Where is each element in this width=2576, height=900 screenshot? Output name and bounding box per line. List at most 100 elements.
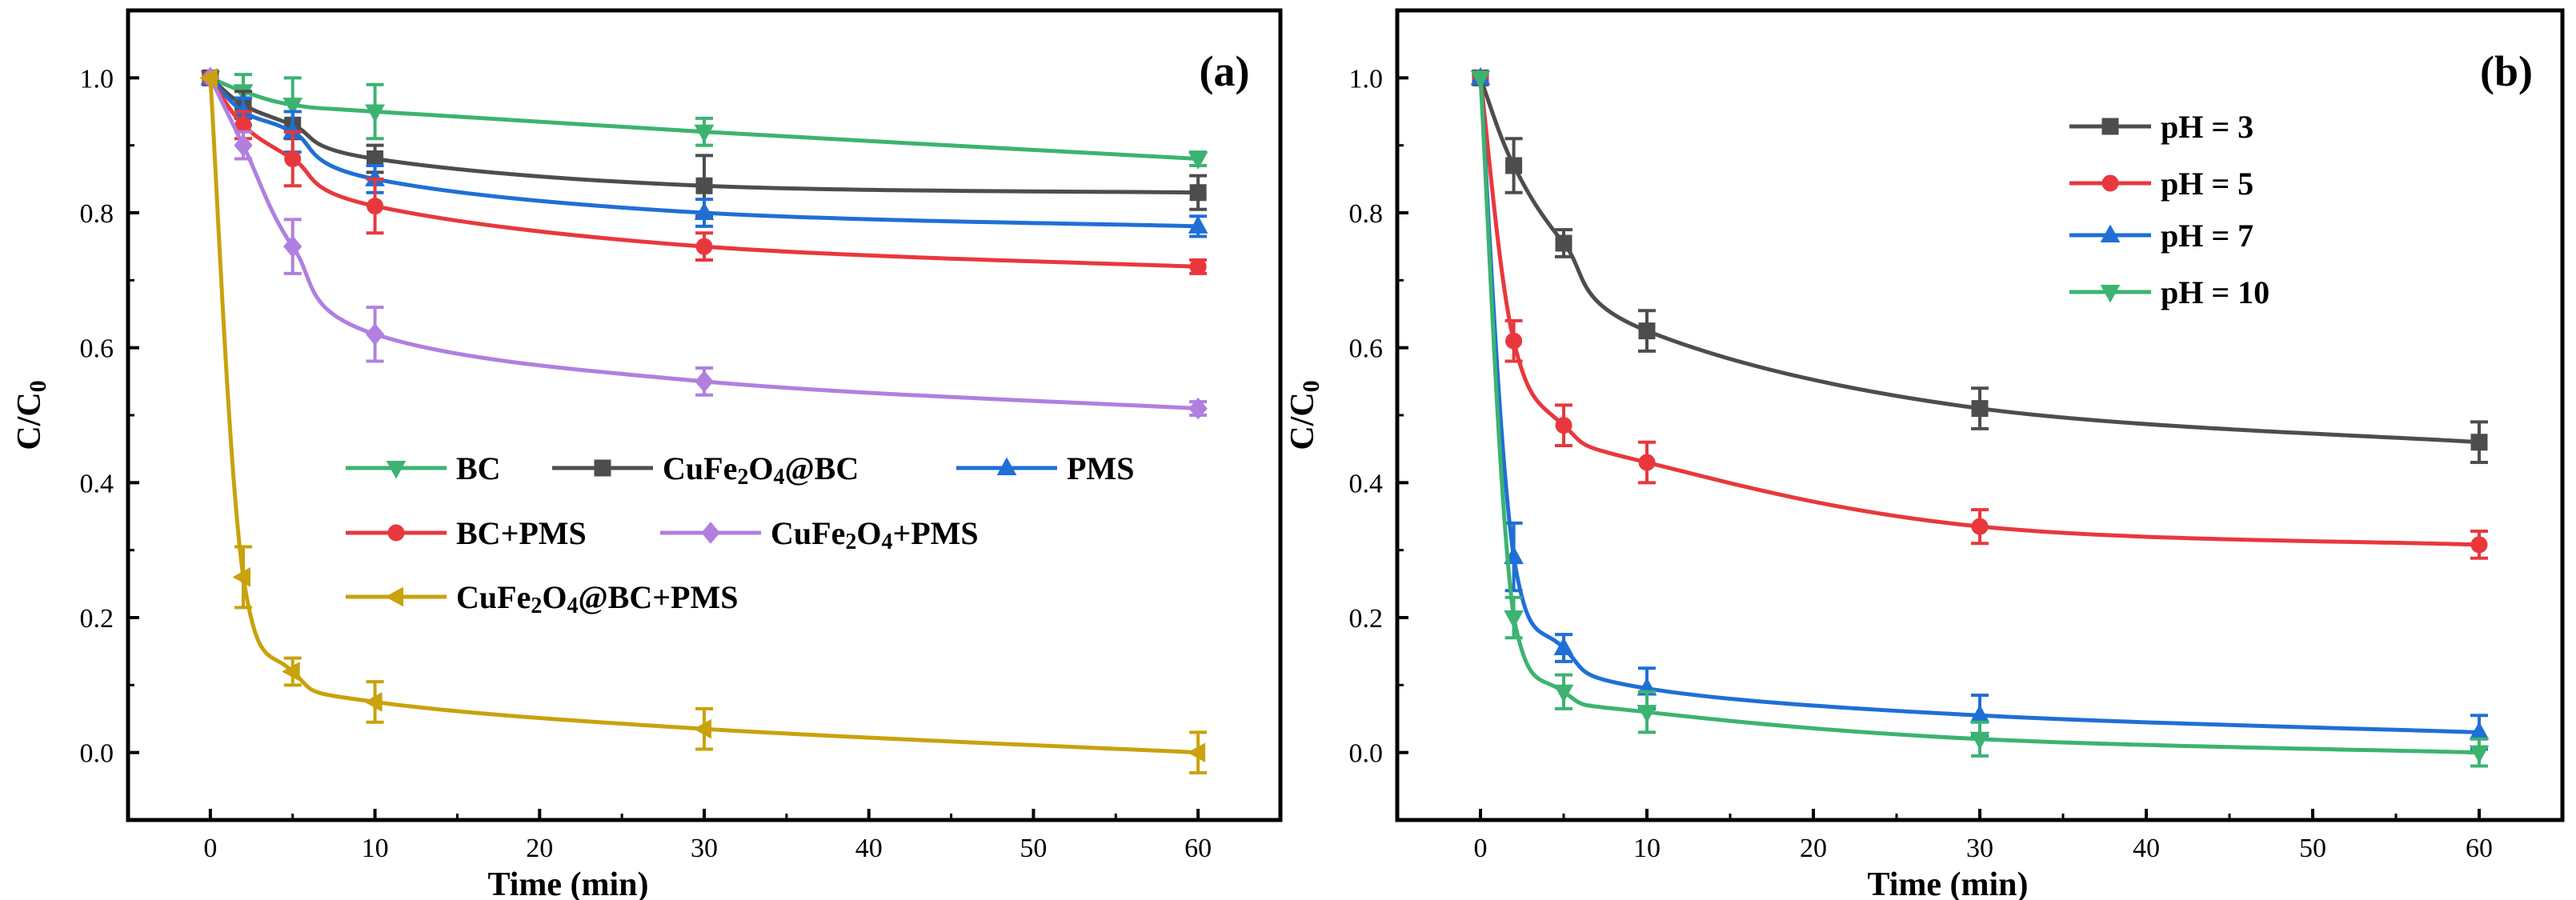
legend-label-part: @BC xyxy=(784,450,859,486)
legend-label-part: O xyxy=(542,579,567,615)
data-point xyxy=(1553,637,1574,655)
data-point xyxy=(1187,742,1206,763)
legend-label-part: pH = 5 xyxy=(2161,166,2253,202)
data-point xyxy=(1638,322,1656,340)
data-point xyxy=(1505,332,1523,350)
legend-label: pH = 10 xyxy=(2161,274,2270,310)
legend-entry: CuFe2O4@BC xyxy=(552,450,859,490)
legend-label: pH = 5 xyxy=(2161,166,2253,202)
legend-label: CuFe2O4+PMS xyxy=(771,515,979,554)
legend-label-part: 4 xyxy=(567,594,578,618)
series-line xyxy=(209,76,1199,229)
series-line xyxy=(1478,78,2480,755)
legend-entry: BC xyxy=(346,450,501,486)
data-point xyxy=(282,662,300,682)
y-axis-title-main: C/C xyxy=(1284,392,1321,450)
data-point xyxy=(283,235,302,258)
data-point xyxy=(1504,610,1524,629)
y-tick-label: 1.0 xyxy=(80,64,114,94)
legend-label-part: 4 xyxy=(773,465,784,490)
data-point xyxy=(1188,215,1208,234)
data-point xyxy=(693,718,711,739)
x-tick-label: 30 xyxy=(691,834,718,863)
x-tick-label: 30 xyxy=(1966,834,1993,863)
panel-label: (b) xyxy=(2480,47,2533,95)
legend-label-part: @BC+PMS xyxy=(578,579,738,615)
data-point xyxy=(365,323,385,346)
x-tick-label: 60 xyxy=(2466,834,2493,863)
series-pms xyxy=(200,66,1208,238)
legend-label-part: CuFe xyxy=(456,579,531,615)
data-point xyxy=(1188,151,1208,170)
x-tick-label: 50 xyxy=(2299,834,2326,863)
legend-label-part: 4 xyxy=(881,530,892,554)
panel-b-ph-effect: 0 10 20 30 40 50 60 0.0 0.2 0.4 0.6 0.8 1.0 Time (min… xyxy=(1284,8,2565,900)
data-point xyxy=(284,150,302,168)
data-point xyxy=(1470,70,1491,89)
series-line xyxy=(208,77,1199,411)
series-line xyxy=(209,76,1199,195)
x-tick-label: 60 xyxy=(1184,834,1212,863)
legend-label: pH = 7 xyxy=(2161,218,2253,254)
legend-label-part: BC xyxy=(456,450,501,486)
legend-label: PMS xyxy=(1067,450,1134,486)
data-point xyxy=(2470,434,2488,451)
series-line xyxy=(208,76,1199,269)
legend-marker xyxy=(2101,118,2119,135)
data-point xyxy=(694,124,715,143)
series-cufe2o4-bc-pms xyxy=(199,67,1208,774)
legend-label-part: O xyxy=(856,515,881,551)
series-line xyxy=(209,76,1199,162)
legend-label-part: pH = 10 xyxy=(2161,274,2270,310)
x-tick-label: 20 xyxy=(526,834,553,863)
y-tick-label: 0.8 xyxy=(80,199,114,229)
y-tick-label: 0.4 xyxy=(80,469,114,498)
y-tick-label: 0.4 xyxy=(1349,469,1384,498)
y-tick-label: 0.2 xyxy=(1349,604,1384,634)
data-point xyxy=(695,238,713,255)
data-point xyxy=(1505,157,1523,174)
data-point xyxy=(234,134,253,157)
legend-label-part: BC+PMS xyxy=(456,515,587,551)
data-point xyxy=(1971,518,1989,535)
y-tick-label: 0.2 xyxy=(80,604,114,634)
data-point xyxy=(367,198,384,215)
data-point xyxy=(695,370,714,393)
legend-label-part: 2 xyxy=(845,530,856,554)
x-axis-title: Time (min) xyxy=(1867,866,2028,900)
y-tick-label: 1.0 xyxy=(1349,64,1384,94)
data-point xyxy=(695,177,713,194)
data-point xyxy=(694,202,715,220)
legend-label-part: pH = 3 xyxy=(2161,109,2253,145)
legend-entry: CuFe2O4@BC+PMS xyxy=(346,579,738,618)
x-axis-title: Time (min) xyxy=(487,866,648,900)
panel-label: (a) xyxy=(1200,47,1250,95)
data-point xyxy=(1638,454,1656,471)
data-point xyxy=(1555,234,1572,252)
x-tick-label: 10 xyxy=(362,834,389,863)
data-point xyxy=(1969,731,1990,750)
legend-label-part: CuFe xyxy=(771,515,845,551)
data-point xyxy=(1971,400,1989,418)
data-point xyxy=(2469,745,2490,764)
y-axis-title: C/C0 xyxy=(1284,380,1324,450)
series-line xyxy=(208,78,1199,755)
series-line xyxy=(1478,77,2480,445)
legend-label: CuFe2O4@BC xyxy=(663,450,859,490)
x-tick-label: 40 xyxy=(2133,834,2160,863)
legend-label-part: O xyxy=(748,450,773,486)
legend-label-part: pH = 7 xyxy=(2161,218,2253,254)
data-point xyxy=(232,567,250,587)
legend-label-part: PMS xyxy=(1067,450,1134,486)
y-tick-label: 0.8 xyxy=(1349,199,1384,229)
series-ph-10 xyxy=(1470,70,2490,768)
x-tick-label: 50 xyxy=(1020,834,1047,863)
data-point xyxy=(282,98,303,116)
series-line xyxy=(1478,78,2480,734)
series-ph-3 xyxy=(1472,69,2488,465)
y-tick-label: 0.0 xyxy=(1349,739,1384,769)
legend-entry: CuFe2O4+PMS xyxy=(660,515,979,554)
y-axis-title-sub: 0 xyxy=(1298,380,1324,392)
